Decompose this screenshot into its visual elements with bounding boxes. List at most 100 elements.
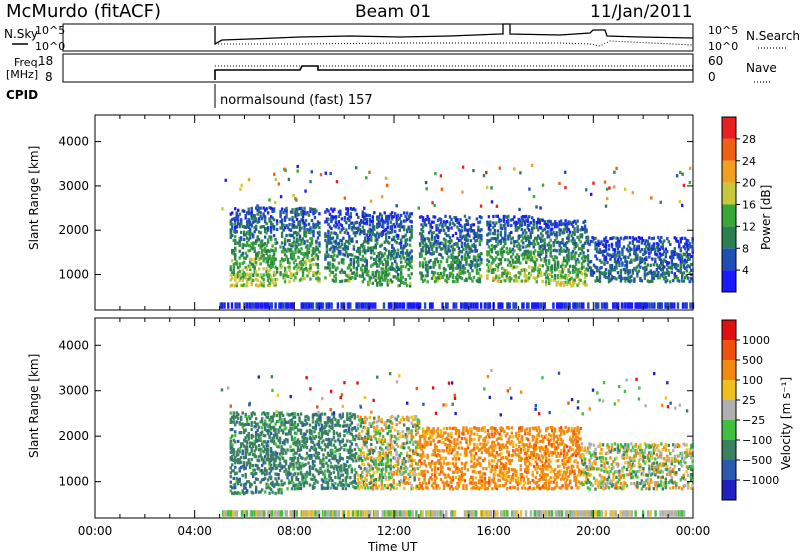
echo-cell xyxy=(359,421,363,425)
echo-cell xyxy=(345,250,348,254)
echo-cell xyxy=(388,252,391,256)
echo-cell xyxy=(248,417,252,421)
echo-cell xyxy=(643,247,647,252)
echo-cell xyxy=(334,268,338,272)
echo-cell xyxy=(250,472,253,476)
echo-cell xyxy=(424,274,428,278)
echo-cell xyxy=(312,234,315,238)
echo-cell xyxy=(257,267,261,271)
echo-cell xyxy=(272,273,276,277)
echo-cell xyxy=(380,459,383,463)
echo-cell xyxy=(265,444,268,448)
echo-cell xyxy=(385,276,388,280)
echo-cell xyxy=(517,220,520,224)
echo-cell xyxy=(395,262,398,266)
echo-cell xyxy=(240,183,243,187)
echo-cell xyxy=(682,279,685,283)
echo-cell xyxy=(377,257,380,261)
echo-cell xyxy=(463,266,467,271)
echo-cell xyxy=(269,415,273,419)
echo-cell xyxy=(571,241,575,245)
echo-cell xyxy=(229,231,232,235)
echo-cell xyxy=(619,268,623,273)
ground-scatter-cell xyxy=(572,510,575,517)
echo-cell xyxy=(313,215,317,220)
echo-cell xyxy=(522,267,525,272)
echo-cell xyxy=(607,269,611,273)
echo-cell xyxy=(231,276,234,280)
echo-cell xyxy=(257,434,261,438)
echo-cell xyxy=(442,237,446,241)
echo-cell xyxy=(298,467,301,471)
echo-cell xyxy=(335,423,339,427)
echo-cell xyxy=(237,208,240,212)
echo-cell xyxy=(254,224,258,228)
echo-cell xyxy=(550,255,554,259)
echo-cell xyxy=(295,477,298,482)
echo-cell xyxy=(245,231,249,235)
echo-cell xyxy=(490,236,494,241)
echo-cell xyxy=(346,231,350,235)
echo-cell xyxy=(352,453,355,458)
echo-cell xyxy=(310,477,313,481)
echo-cell xyxy=(247,273,250,277)
echo-cell xyxy=(296,486,300,490)
echo-cell xyxy=(531,258,534,262)
echo-cell xyxy=(287,479,291,483)
echo-cell xyxy=(525,257,528,261)
echo-cell xyxy=(254,256,258,260)
echo-cell xyxy=(277,488,280,492)
echo-cell xyxy=(244,447,247,451)
echo-cell xyxy=(318,233,321,237)
echo-cell xyxy=(265,243,268,247)
echo-cell xyxy=(474,265,477,269)
echo-cell xyxy=(265,486,268,490)
echo-cell xyxy=(328,236,332,240)
echo-cell xyxy=(544,248,548,253)
echo-cell xyxy=(324,220,327,224)
ground-scatter-cell xyxy=(304,510,307,517)
echo-cell xyxy=(286,412,289,416)
echo-cell xyxy=(685,265,688,269)
echo-cell xyxy=(315,262,318,266)
echo-cell xyxy=(582,243,585,247)
echo-cell xyxy=(679,237,682,241)
echo-cell xyxy=(486,250,489,254)
echo-cell xyxy=(302,484,306,488)
echo-cell xyxy=(283,423,286,427)
echo-cell xyxy=(377,418,380,423)
echo-cell xyxy=(266,263,270,267)
echo-cell xyxy=(519,248,522,252)
echo-cell xyxy=(245,277,249,282)
echo-cell xyxy=(380,438,383,442)
echo-cell xyxy=(286,487,289,491)
echo-cell xyxy=(260,456,264,460)
echo-cell xyxy=(266,279,270,283)
echo-cell xyxy=(396,213,400,217)
echo-cell xyxy=(347,456,351,460)
echo-cell xyxy=(259,283,262,287)
echo-cell xyxy=(254,283,258,287)
echo-cell xyxy=(265,423,268,427)
echo-cell xyxy=(283,417,286,422)
echo-cell xyxy=(456,255,459,260)
echo-cell xyxy=(463,255,467,260)
echo-cell xyxy=(291,222,294,226)
echo-cell xyxy=(658,266,662,270)
echo-cell xyxy=(234,278,237,282)
echo-cell xyxy=(547,235,551,239)
echo-cell xyxy=(265,411,268,416)
echo-cell xyxy=(331,423,334,427)
echo-cell xyxy=(277,445,280,449)
echo-cell xyxy=(316,270,320,274)
echo-cell xyxy=(266,454,270,459)
colorbar-segment xyxy=(722,226,736,249)
echo-cell xyxy=(319,470,322,475)
echo-cell xyxy=(337,476,340,480)
echo-cell xyxy=(259,437,262,441)
echo-cell xyxy=(480,236,483,240)
echo-cell xyxy=(266,225,270,230)
echo-cell xyxy=(385,468,388,472)
echo-cell xyxy=(519,261,522,265)
echo-cell xyxy=(408,281,412,285)
